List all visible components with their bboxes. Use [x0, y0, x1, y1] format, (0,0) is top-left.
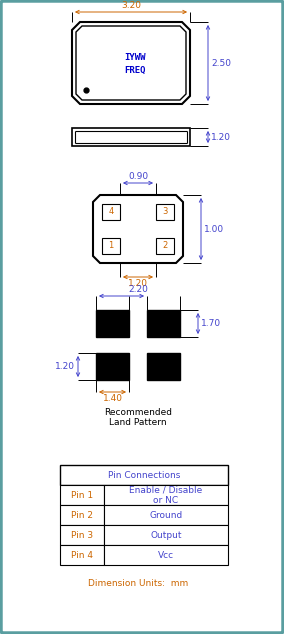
Text: 2.50: 2.50: [211, 58, 231, 67]
Text: Vcc: Vcc: [158, 550, 174, 559]
Text: FREQ: FREQ: [124, 65, 146, 75]
Text: 1.20: 1.20: [55, 362, 75, 371]
Text: Output: Output: [150, 531, 182, 540]
Text: 2.20: 2.20: [128, 285, 148, 294]
Bar: [72, 128, 190, 146]
Bar: [102, 204, 120, 220]
Bar: [156, 238, 174, 254]
Bar: [104, 505, 228, 525]
Text: 2: 2: [162, 242, 168, 250]
Text: 1.20: 1.20: [211, 133, 231, 141]
Polygon shape: [72, 22, 190, 104]
Text: Pin Connections: Pin Connections: [108, 470, 180, 479]
Bar: [60, 485, 104, 505]
Bar: [96, 310, 129, 337]
Polygon shape: [76, 26, 186, 100]
Bar: [104, 525, 228, 545]
Text: 1.00: 1.00: [204, 224, 224, 233]
Text: 1.40: 1.40: [103, 394, 122, 403]
Bar: [104, 485, 228, 505]
Bar: [102, 238, 120, 254]
Text: IYWW: IYWW: [124, 53, 146, 63]
Polygon shape: [93, 195, 183, 263]
Text: Enable / Disable
or NC: Enable / Disable or NC: [130, 485, 202, 505]
Text: 4: 4: [108, 207, 114, 216]
Bar: [147, 310, 180, 337]
Text: Recommended
Land Pattern: Recommended Land Pattern: [104, 408, 172, 427]
Text: Ground: Ground: [149, 510, 183, 519]
Text: Pin 1: Pin 1: [71, 491, 93, 500]
Bar: [104, 545, 228, 565]
Text: Pin 2: Pin 2: [71, 510, 93, 519]
Bar: [60, 525, 104, 545]
Bar: [96, 353, 129, 380]
Bar: [156, 204, 174, 220]
Bar: [60, 545, 104, 565]
Bar: [60, 505, 104, 525]
Text: 1.20: 1.20: [128, 279, 148, 288]
Text: 1.70: 1.70: [201, 319, 221, 328]
Bar: [147, 353, 180, 380]
Text: Pin 3: Pin 3: [71, 531, 93, 540]
Bar: [60, 465, 228, 485]
Text: 0.90: 0.90: [128, 172, 148, 181]
Text: 3: 3: [162, 207, 168, 216]
Text: 1: 1: [108, 242, 114, 250]
Text: 3.20: 3.20: [121, 1, 141, 10]
Text: Pin 4: Pin 4: [71, 550, 93, 559]
Text: Dimension Units:  mm: Dimension Units: mm: [88, 579, 188, 588]
